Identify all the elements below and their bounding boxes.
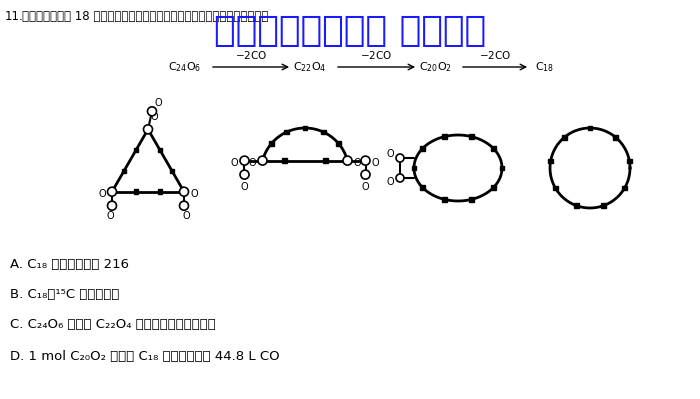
Bar [412,166,416,170]
Text: O: O [241,182,248,192]
Text: $\mathrm{-2CO}$: $\mathrm{-2CO}$ [479,49,511,61]
Bar [613,135,618,140]
Bar [574,203,579,208]
Bar [284,130,288,134]
Bar [469,197,474,201]
Circle shape [108,201,116,210]
Text: O: O [372,158,379,168]
Bar [622,186,627,190]
Text: C. C₂₄O₆ 转变成 C₂₂O₄ 的过程是础元素被还原: C. C₂₄O₆ 转变成 C₂₂O₄ 的过程是础元素被还原 [10,318,216,331]
Circle shape [148,107,157,116]
Text: 11.: 11. [5,10,24,23]
Text: O: O [98,189,106,199]
Circle shape [343,156,352,165]
Bar [469,134,474,139]
Bar [169,169,174,173]
Bar [588,126,592,130]
Text: $\mathrm{C_{20}O_2}$: $\mathrm{C_{20}O_2}$ [419,60,452,74]
Bar [627,159,631,163]
Bar [553,186,558,190]
Bar [442,134,447,139]
Circle shape [144,125,153,134]
Bar [420,185,425,190]
Text: O: O [106,211,114,221]
Bar [442,197,447,201]
Circle shape [396,174,404,182]
Bar [337,142,341,146]
Text: D. 1 mol C₂₀O₂ 转化为 C₁₈ 的过程中生成 44.8 L CO: D. 1 mol C₂₀O₂ 转化为 C₁₈ 的过程中生成 44.8 L CO [10,350,279,363]
Text: O: O [386,149,394,159]
Text: O: O [248,158,256,168]
Text: $\mathrm{-2CO}$: $\mathrm{-2CO}$ [235,49,267,61]
Bar [282,158,287,163]
Bar [158,148,162,152]
Bar [500,166,504,170]
Text: 微信公众号关注： 趣找答案: 微信公众号关注： 趣找答案 [214,14,486,48]
Bar [601,203,606,208]
Text: B. C₁₈、¹⁵C 互为同位素: B. C₁₈、¹⁵C 互为同位素 [10,288,120,301]
Bar [548,159,553,163]
Circle shape [240,170,249,179]
Text: O: O [182,211,190,221]
Text: $\mathrm{C_{18}}$: $\mathrm{C_{18}}$ [536,60,554,74]
Text: $\mathrm{C_{22}O_4}$: $\mathrm{C_{22}O_4}$ [293,60,327,74]
Bar [562,135,566,140]
Text: O: O [190,189,198,199]
Bar [302,126,307,130]
Circle shape [179,187,188,196]
Circle shape [361,170,370,179]
Circle shape [240,156,249,165]
Bar [420,146,425,151]
Circle shape [396,154,404,162]
Text: O: O [362,182,370,192]
Text: $\mathrm{C_{24}O_6}$: $\mathrm{C_{24}O_6}$ [168,60,202,74]
Text: $\mathrm{-2CO}$: $\mathrm{-2CO}$ [360,49,393,61]
Text: O: O [386,177,394,187]
Bar [321,130,326,134]
Circle shape [179,201,188,210]
Bar [491,146,496,151]
Bar [134,190,139,194]
Text: O: O [231,158,238,168]
Circle shape [108,187,116,196]
Bar [323,158,328,163]
Text: O: O [150,113,158,122]
Text: A. C₁₈ 的摩尔质量为 216: A. C₁₈ 的摩尔质量为 216 [10,258,129,271]
Text: O: O [354,158,361,168]
Bar [134,148,139,152]
Bar [122,169,126,173]
Text: O: O [154,98,162,109]
Circle shape [258,156,267,165]
Bar [158,190,162,194]
Bar [491,185,496,190]
Text: 科学家第一次让 18 个础原子连成环状，其合成过程如图，下列说法正确的是: 科学家第一次让 18 个础原子连成环状，其合成过程如图，下列说法正确的是 [22,10,268,23]
Bar [269,142,274,146]
Circle shape [361,156,370,165]
